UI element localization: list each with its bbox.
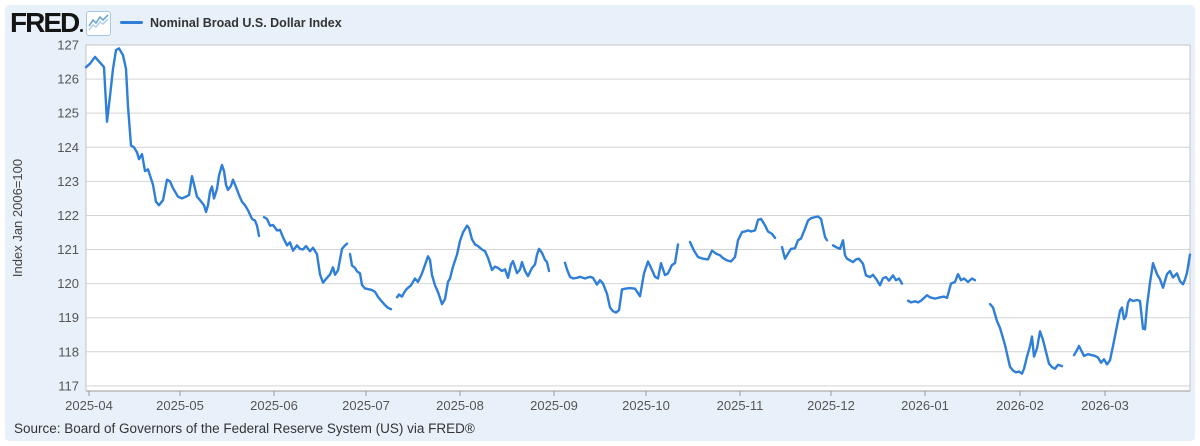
series-line-segment[interactable] <box>348 252 393 311</box>
series-line-segment[interactable] <box>780 215 829 260</box>
y-tick-label: 127 <box>57 38 79 53</box>
series-line-segment[interactable] <box>563 243 680 314</box>
y-axis-title: Index Jan 2006=100 <box>10 158 25 278</box>
x-tick-label: 2026-02 <box>996 398 1044 413</box>
series-line-segment[interactable] <box>84 47 261 238</box>
x-tick-label: 2025-04 <box>65 398 113 413</box>
x-tick-label: 2026-01 <box>901 398 949 413</box>
y-tick-label: 126 <box>57 72 79 87</box>
y-tick-label: 123 <box>57 174 79 189</box>
x-tick-label: 2025-08 <box>436 398 484 413</box>
sparkline-chart-icon <box>86 11 111 36</box>
series-line-segment[interactable] <box>262 215 349 284</box>
fred-logo-text: FRED <box>10 7 80 38</box>
x-tick-label: 2025-12 <box>807 398 855 413</box>
series-line-segment[interactable] <box>1072 253 1192 366</box>
y-tick-label: 117 <box>58 378 79 393</box>
registered-mark-dot <box>80 29 84 32</box>
y-tick-label: 122 <box>57 208 79 223</box>
x-tick-label: 2025-05 <box>156 398 204 413</box>
y-tick-label: 125 <box>57 106 79 121</box>
legend-series-label: Nominal Broad U.S. Dollar Index <box>150 16 342 30</box>
y-tick-label: 118 <box>58 344 79 359</box>
fred-logo[interactable]: FRED <box>10 7 84 39</box>
series-line-segment[interactable] <box>688 217 777 263</box>
series-line-segment[interactable] <box>988 302 1064 375</box>
y-tick-label: 121 <box>57 242 79 257</box>
x-tick-label: 2025-09 <box>530 398 578 413</box>
y-tick-label: 120 <box>57 276 79 291</box>
x-tick-label: 2025-06 <box>250 398 298 413</box>
x-tick-label: 2025-07 <box>342 398 390 413</box>
sparkline-icon-glyph <box>88 14 109 31</box>
x-tick-label: 2026-03 <box>1081 398 1129 413</box>
y-tick-label: 119 <box>58 310 79 325</box>
x-tick-label: 2025-11 <box>717 398 764 413</box>
series-line-segment[interactable] <box>395 224 551 306</box>
source-attribution: Source: Board of Governors of the Federa… <box>14 421 475 436</box>
y-tick-label: 124 <box>57 140 79 155</box>
legend-line-swatch <box>120 21 143 24</box>
series-line-segment[interactable] <box>831 239 904 287</box>
plot-background <box>86 45 1190 391</box>
series-line-segment[interactable] <box>906 272 977 304</box>
x-tick-label: 2025-10 <box>622 398 670 413</box>
